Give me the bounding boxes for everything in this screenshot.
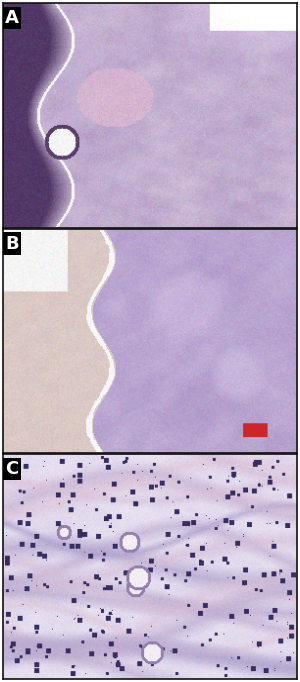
Text: B: B xyxy=(5,235,19,252)
Text: C: C xyxy=(5,460,19,478)
Text: A: A xyxy=(5,9,19,27)
